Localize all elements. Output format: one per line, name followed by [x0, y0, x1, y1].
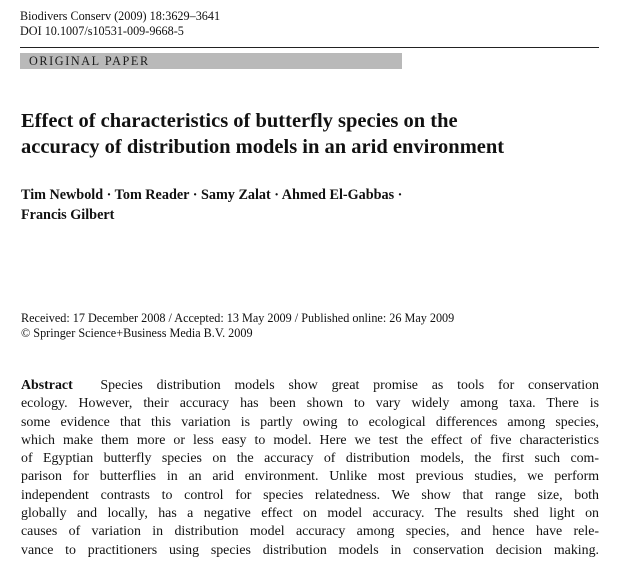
abstract-line: causes of variation in distribution mode… — [21, 524, 599, 540]
author-line-1: Tim Newbold · Tom Reader · Samy Zalat · … — [21, 187, 403, 203]
date-history: Received: 17 December 2008 / Accepted: 1… — [21, 311, 455, 325]
paper-title: Effect of characteristics of butterfly s… — [21, 108, 601, 160]
article-type-label: ORIGINAL PAPER — [29, 54, 150, 68]
journal-reference: Biodivers Conserv (2009) 18:3629–3641 — [20, 9, 221, 23]
article-type-band: ORIGINAL PAPER — [20, 53, 402, 69]
author-list: Tim Newbold · Tom Reader · Samy Zalat · … — [21, 185, 402, 225]
abstract-line: vance to practitioners using species dis… — [21, 542, 599, 558]
abstract-line: of Egyptian butterfly species on the acc… — [21, 451, 599, 467]
publication-history: Received: 17 December 2008 / Accepted: 1… — [21, 311, 454, 341]
header-rule — [20, 47, 599, 48]
author-line-2: Francis Gilbert — [21, 207, 115, 223]
abstract-line: parison for butterflies in an arid envir… — [21, 469, 599, 485]
abstract-line: independent contrasts to control for spe… — [21, 487, 599, 503]
abstract-heading: Abstract — [21, 378, 73, 393]
abstract: Abstract Species distribution models sho… — [21, 377, 599, 560]
abstract-line: some evidence that this variation is par… — [21, 414, 599, 430]
title-line-1: Effect of characteristics of butterfly s… — [21, 110, 458, 132]
title-line-2: accuracy of distribution models in an ar… — [21, 136, 505, 158]
abstract-line: ecology. However, their accuracy has bee… — [21, 396, 599, 412]
copyright-notice: © Springer Science+Business Media B.V. 2… — [21, 326, 253, 340]
abstract-line-1: Abstract Species distribution models sho… — [21, 377, 599, 395]
abstract-line: globally and locally, has a negative eff… — [21, 506, 599, 522]
abstract-line: which make them more or less easy to mod… — [21, 432, 599, 448]
doi[interactable]: DOI 10.1007/s10531-009-9668-5 — [20, 24, 184, 38]
abstract-first-line-text: Species distribution models show great p… — [100, 378, 599, 393]
